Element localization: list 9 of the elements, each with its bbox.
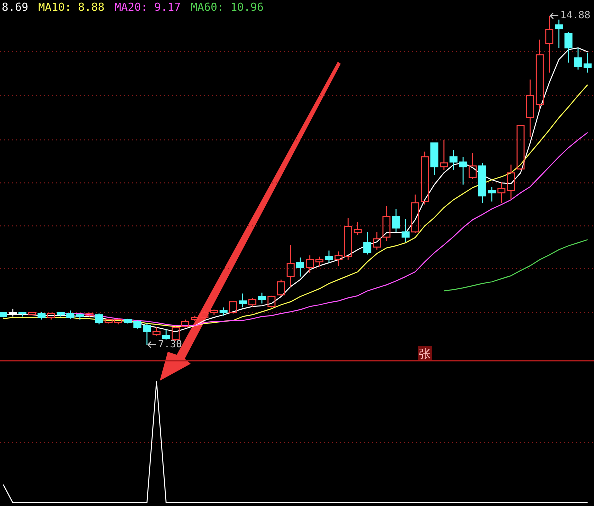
annotation: 7.30 [158, 340, 182, 350]
text: MA60: 10.96 [190, 1, 264, 14]
text: 8.69 [2, 1, 28, 14]
text: MA20: 9.17 [114, 1, 181, 14]
label-high: 14.88 [550, 10, 591, 22]
label-low: 7.30 [148, 340, 182, 350]
annotation: 14.88 [560, 10, 591, 22]
text: 张 [419, 347, 431, 361]
text: MA10: 8.88 [38, 1, 105, 14]
